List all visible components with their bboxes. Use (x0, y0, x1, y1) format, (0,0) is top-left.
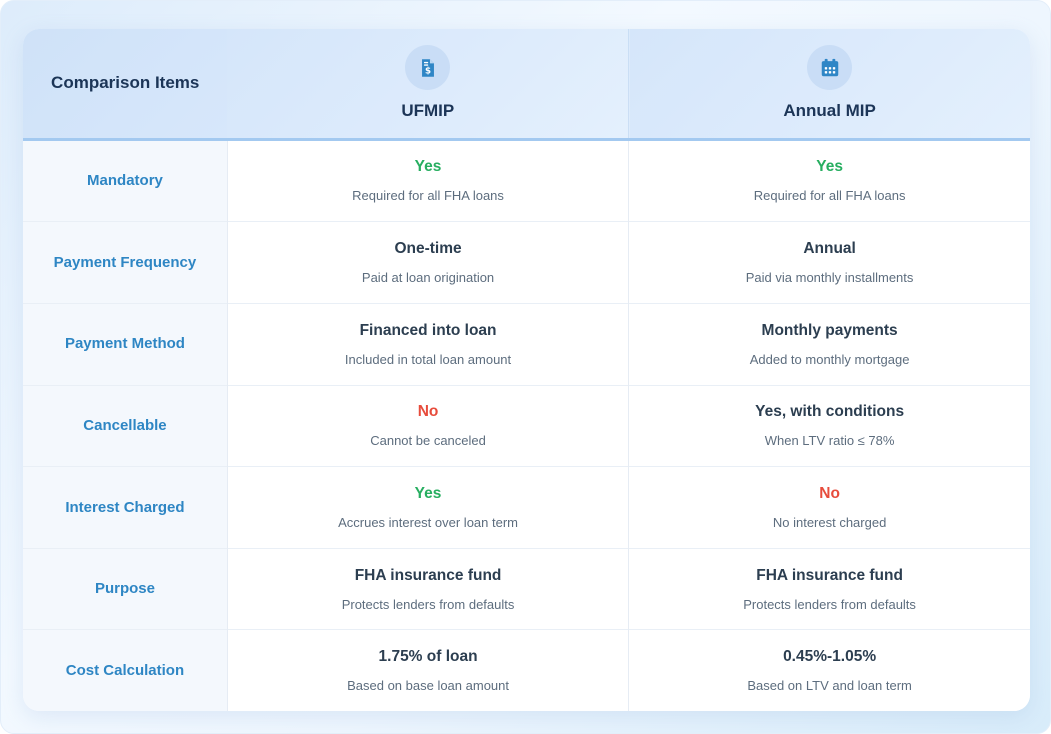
row-label-cell: Cost Calculation (23, 629, 228, 711)
cell-note: When LTV ratio ≤ 78% (764, 433, 895, 449)
ufmip-cell: Yes Accrues interest over loan term (227, 466, 629, 549)
invoice-dollar-icon: $ (405, 45, 451, 91)
table-row: Purpose FHA insurance fund Protects lend… (23, 548, 1030, 630)
cell-note: Based on LTV and loan term (747, 678, 912, 694)
table-row: Interest Charged Yes Accrues interest ov… (23, 466, 1030, 549)
annual-mip-cell: FHA insurance fund Protects lenders from… (628, 548, 1030, 630)
row-label-cell: Mandatory (23, 139, 228, 222)
cell-value: Monthly payments (761, 321, 898, 339)
annual-mip-cell: Annual Paid via monthly installments (628, 221, 1030, 304)
cell-note: Cannot be canceled (370, 433, 486, 449)
cell-value: No (417, 403, 439, 421)
annual-mip-cell: 0.45%-1.05% Based on LTV and loan term (628, 629, 1030, 711)
row-label-cell: Payment Method (23, 303, 228, 386)
cell-note: Included in total loan amount (344, 351, 512, 367)
comparison-items-label: Comparison Items (51, 73, 200, 93)
table-row: Payment Frequency One-time Paid at loan … (23, 221, 1030, 304)
ufmip-cell: No Cannot be canceled (227, 385, 629, 467)
row-label: Payment Frequency (53, 253, 197, 271)
cell-note: Protects lenders from defaults (743, 596, 916, 612)
cell-note: Required for all FHA loans (753, 188, 906, 204)
row-label: Payment Method (64, 335, 185, 353)
row-label: Cancellable (83, 416, 167, 434)
annual-mip-column-header: Annual MIP (628, 29, 1030, 141)
annual-mip-cell: Yes, with conditions When LTV ratio ≤ 78… (628, 385, 1030, 467)
cell-value: Yes (414, 485, 442, 503)
row-label: Mandatory (87, 171, 163, 189)
cell-note: Paid at loan origination (361, 270, 495, 286)
annual-mip-cell: Yes Required for all FHA loans (628, 139, 1030, 222)
cell-value: One-time (394, 240, 462, 258)
comparison-items-header: Comparison Items (23, 29, 228, 141)
header-row: Comparison Items $ (23, 29, 1030, 141)
cell-value: FHA insurance fund (756, 566, 903, 584)
cell-value: 0.45%-1.05% (783, 648, 877, 666)
cell-value: No (819, 485, 840, 503)
ufmip-cell: One-time Paid at loan origination (227, 221, 629, 304)
cell-value: FHA insurance fund (354, 566, 502, 584)
calendar-icon (807, 45, 853, 91)
row-label: Interest Charged (65, 498, 185, 516)
row-label-cell: Payment Frequency (23, 221, 228, 304)
cell-note: Accrues interest over loan term (338, 515, 518, 531)
ufmip-column-label: UFMIP (401, 101, 455, 121)
row-label-cell: Purpose (23, 548, 228, 630)
table-row: Payment Method Financed into loan Includ… (23, 303, 1030, 386)
comparison-table-header: Comparison Items $ (23, 29, 1030, 141)
ufmip-cell: FHA insurance fund Protects lenders from… (227, 548, 629, 630)
annual-mip-column-label: Annual MIP (783, 101, 876, 121)
cell-note: Paid via monthly installments (745, 270, 914, 286)
cell-note: Required for all FHA loans (352, 188, 504, 204)
svg-text:$: $ (425, 66, 431, 76)
cell-value: 1.75% of loan (378, 648, 478, 666)
table-row: Cost Calculation 1.75% of loan Based on … (23, 629, 1030, 711)
table-row: Cancellable No Cannot be canceled Yes, w… (23, 385, 1030, 467)
table-row: Mandatory Yes Required for all FHA loans… (23, 139, 1030, 222)
cell-value: Yes (816, 158, 843, 176)
comparison-table-body: Mandatory Yes Required for all FHA loans… (23, 139, 1030, 711)
cell-value: Yes, with conditions (755, 403, 905, 421)
cell-value: Financed into loan (359, 321, 497, 339)
row-label: Purpose (94, 580, 155, 598)
cell-note: Based on base loan amount (347, 678, 509, 694)
annual-mip-cell: No No interest charged (628, 466, 1030, 549)
comparison-card: Comparison Items $ (23, 29, 1030, 711)
ufmip-cell: 1.75% of loan Based on base loan amount (227, 629, 629, 711)
cell-note: Added to monthly mortgage (749, 351, 910, 367)
ufmip-cell: Financed into loan Included in total loa… (227, 303, 629, 386)
row-label: Cost Calculation (65, 661, 185, 679)
annual-mip-cell: Monthly payments Added to monthly mortga… (628, 303, 1030, 386)
row-label-cell: Interest Charged (23, 466, 228, 549)
ufmip-column-header: $ UFMIP (227, 29, 629, 141)
cell-value: Annual (803, 240, 856, 258)
row-label-cell: Cancellable (23, 385, 228, 467)
cell-value: Yes (414, 158, 442, 176)
cell-note: Protects lenders from defaults (341, 596, 515, 612)
cell-note: No interest charged (772, 515, 887, 531)
comparison-table: Comparison Items $ (23, 29, 1030, 711)
ufmip-cell: Yes Required for all FHA loans (227, 139, 629, 222)
